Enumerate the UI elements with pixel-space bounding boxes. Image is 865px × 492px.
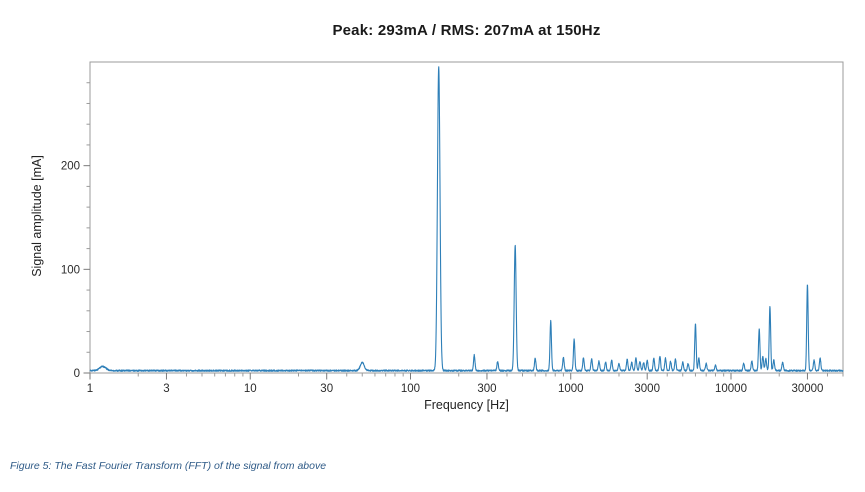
x-tick-label: 1 (87, 383, 93, 395)
y-axis-label: Signal amplitude [mA] (30, 155, 44, 277)
y-tick-label: 100 (61, 264, 80, 276)
x-tick-label: 3 (163, 383, 169, 395)
y-tick-label: 200 (61, 161, 80, 173)
plot-border (89, 61, 844, 374)
x-tick-label: 30000 (791, 383, 823, 395)
spectrum-line (89, 66, 844, 372)
x-tick-label: 10 (244, 383, 257, 395)
x-tick-label: 30 (320, 383, 333, 395)
chart-title: Peak: 293mA / RMS: 207mA at 150Hz (332, 22, 601, 39)
x-tick-label: 100 (401, 383, 420, 395)
x-tick-label: 10000 (715, 383, 747, 395)
x-axis-label: Frequency [Hz] (424, 398, 509, 412)
x-tick-label: 300 (477, 383, 496, 395)
y-tick-label: 0 (74, 368, 80, 380)
x-tick-label: 3000 (634, 383, 660, 395)
figure-caption: Figure 5: The Fast Fourier Transform (FF… (10, 460, 327, 472)
x-tick-label: 1000 (558, 383, 584, 395)
